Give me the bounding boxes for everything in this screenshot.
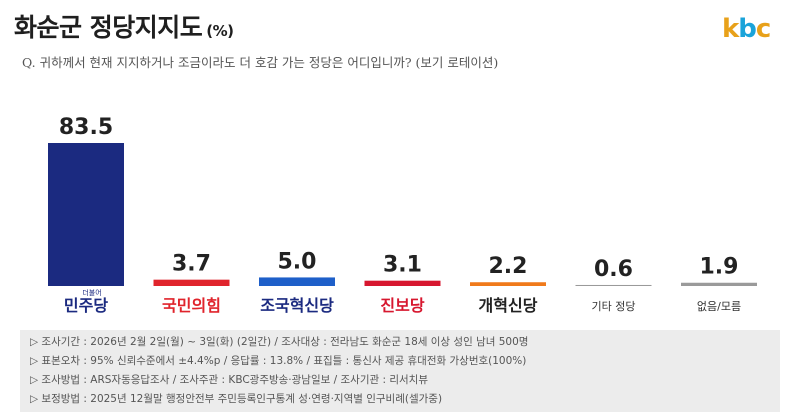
survey-question: Q. 귀하께서 현재 지지하거나 조금이라도 더 호감 가는 정당은 어디입니까… — [22, 55, 499, 70]
note-period: ▷ 조사기간 : 2026년 2월 2일(월) ~ 3일(화) (2일간) / … — [30, 336, 529, 348]
value-label-4: 2.2 — [489, 254, 528, 279]
value-label-5: 0.6 — [594, 257, 633, 282]
value-label-0: 83.5 — [59, 115, 113, 140]
title-unit: (%) — [206, 22, 234, 40]
bar-5 — [575, 284, 652, 286]
note-method: ▷ 조사방법 : ARS자동응답조사 / 조사주관 : KBC광주방송·광남일보… — [30, 374, 428, 386]
category-label-4: 개혁신당 — [479, 296, 538, 315]
chart-title: 화순군 정당지지도 — [14, 13, 203, 42]
bar-1 — [153, 279, 230, 286]
value-label-2: 5.0 — [278, 249, 317, 274]
category-label-3: 진보당 — [380, 296, 424, 315]
note-weighting: ▷ 보정방법 : 2025년 12월말 행정안전부 주민등록인구통계 성·연령·… — [30, 393, 443, 405]
kbc-logo: kbc — [722, 14, 771, 44]
survey-notes: ▷ 조사기간 : 2026년 2월 2일(월) ~ 3일(화) (2일간) / … — [20, 330, 780, 412]
value-label-6: 1.9 — [700, 255, 739, 280]
bar-3 — [364, 280, 441, 286]
bar-6 — [681, 282, 757, 286]
category-label-6: 없음/모름 — [697, 300, 741, 313]
category-label-5: 기타 정당 — [592, 300, 636, 313]
bar-0 — [48, 143, 124, 286]
category-label-1: 국민의힘 — [162, 296, 221, 315]
category-prefix-0: 더불어 — [82, 288, 101, 297]
bar-2 — [259, 277, 335, 286]
page-title: 화순군 정당지지도 (%) — [14, 8, 234, 44]
value-label-3: 3.1 — [383, 253, 422, 278]
category-label-2: 조국혁신당 — [260, 296, 334, 315]
category-label-0: 민주당 — [64, 296, 108, 315]
note-error: ▷ 표본오차 : 95% 신뢰수준에서 ±4.4%p / 응답률 : 13.8%… — [30, 355, 527, 367]
bar-4 — [470, 282, 546, 286]
value-label-1: 3.7 — [172, 252, 211, 277]
